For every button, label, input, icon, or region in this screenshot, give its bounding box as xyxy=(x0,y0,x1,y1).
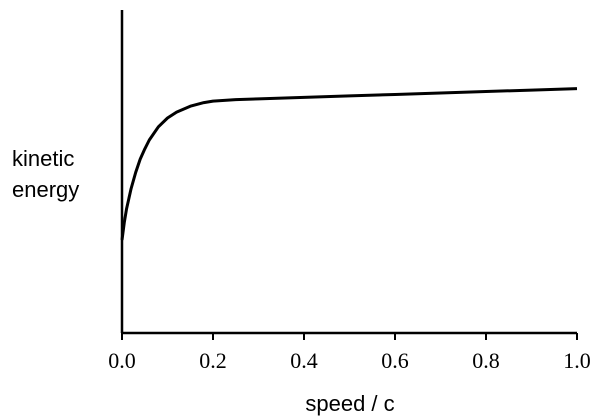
series-line xyxy=(120,87,578,241)
x-tick-label: 0.4 xyxy=(290,348,318,373)
x-tick-label: 0.0 xyxy=(108,348,136,373)
x-tick-label: 0.2 xyxy=(199,348,227,373)
y-axis-label-line1: kinetic xyxy=(12,146,74,171)
x-tick-label: 0.8 xyxy=(472,348,500,373)
x-tick-label: 0.6 xyxy=(381,348,409,373)
x-ticks: 0.0 0.2 0.4 0.6 0.8 1.0 xyxy=(108,333,591,373)
y-axis-label-line2: energy xyxy=(12,177,79,202)
x-axis-label: speed / c xyxy=(305,391,394,416)
x-tick-label: 1.0 xyxy=(563,348,591,373)
